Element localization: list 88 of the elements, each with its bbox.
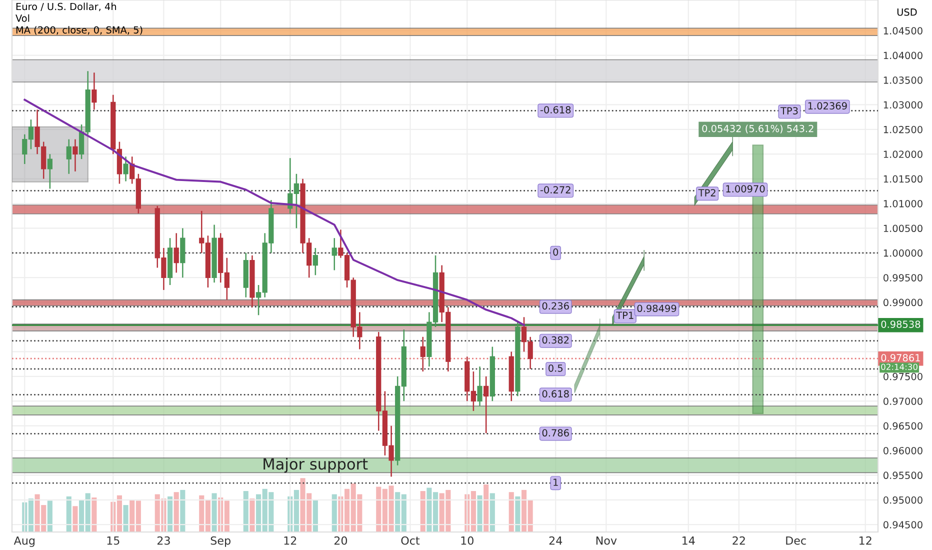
- x-tick-label: 10: [461, 536, 474, 545]
- annotation: 0: [553, 248, 558, 256]
- bar: [515, 496, 520, 532]
- y-tick-label: 1.00500: [884, 224, 922, 232]
- chart-title: Euro / U.S. Dollar, 4h: [16, 2, 116, 12]
- x-tick-label: 20: [334, 536, 348, 545]
- y-tick-label: 0.96000: [884, 446, 922, 454]
- x-tick-label: 23: [157, 536, 170, 545]
- bar: [66, 496, 72, 532]
- candlestick: [484, 376, 489, 434]
- y-tick-label: 1.01000: [884, 200, 922, 208]
- annotation: MA (200, close, 0, SMA, 5): [16, 26, 142, 35]
- y-tick-label: 0.97500: [884, 372, 922, 380]
- candlestick: [123, 156, 128, 182]
- y-tick-label: 0.99500: [884, 274, 922, 282]
- x-tick-label: 15: [107, 536, 120, 545]
- bar: [72, 506, 78, 532]
- annotation: 0.618: [542, 390, 569, 398]
- x-tick-label: 14: [682, 536, 695, 545]
- annotation: 1.00970: [726, 185, 765, 193]
- band-label: Major support: [264, 458, 368, 473]
- candlestick: [420, 336, 426, 372]
- x-tick-label: 22: [732, 536, 745, 545]
- x-tick-label: 12: [284, 536, 296, 545]
- annotation: 0.5: [548, 364, 562, 372]
- x-tick-label: Dec: [786, 536, 806, 545]
- bar: [92, 497, 97, 532]
- text: USD: [897, 8, 917, 16]
- bar: [174, 492, 179, 532]
- y-tick-label: 0.96500: [884, 422, 922, 430]
- annotation: TP2: [698, 189, 716, 196]
- x-tick-label: 12: [860, 536, 872, 545]
- annotation: 0.236: [542, 302, 569, 310]
- bar: [484, 484, 489, 532]
- candlestick: [92, 72, 97, 110]
- y-tick-label: 1.04000: [884, 52, 922, 60]
- annotation: -0.618: [540, 106, 571, 114]
- y-tick-label: 1.00000: [884, 249, 922, 257]
- candlestick: [332, 237, 337, 271]
- bar: [250, 498, 255, 532]
- annotation: 0.786: [542, 429, 569, 437]
- ref-line-label: 0.98538: [881, 320, 920, 328]
- y-tick-label: 1.02000: [884, 150, 922, 158]
- y-tick-label: 0.95500: [884, 472, 922, 480]
- y-tick-label: 1.04500: [884, 27, 922, 34]
- candlestick: [477, 366, 482, 407]
- annotation: -0.272: [540, 186, 570, 194]
- annotation: 0.382: [542, 336, 569, 344]
- y-tick-label: 1.02500: [884, 126, 922, 134]
- text: 02:14:30: [881, 364, 918, 370]
- candlestick: [47, 153, 52, 190]
- x-tick-label: 24: [549, 536, 562, 545]
- bar: [312, 500, 318, 532]
- x-tick-label: Aug: [14, 536, 34, 547]
- annotation: 1.02369: [808, 102, 847, 110]
- bar: [477, 495, 482, 532]
- bar: [180, 490, 186, 532]
- y-tick-label: 0.94500: [884, 521, 922, 528]
- bar: [490, 493, 495, 532]
- annotation: 0.05432 (5.61%) 543.2: [702, 124, 814, 134]
- bar: [332, 494, 337, 532]
- y-tick-label: 0.95000: [884, 496, 922, 504]
- annotation: TP3: [780, 107, 798, 114]
- annotation: 0.98499: [637, 304, 676, 312]
- bar: [243, 491, 248, 532]
- bar: [47, 500, 52, 532]
- candlestick: [312, 247, 318, 276]
- bar: [168, 496, 173, 532]
- x-tick-label: Oct: [401, 536, 420, 545]
- x-tick-label: Sep: [210, 536, 230, 547]
- candlestick: [174, 232, 179, 274]
- ref-line-label: 0.97861: [881, 354, 920, 362]
- x-tick-label: Nov: [596, 536, 617, 545]
- bar: [212, 493, 217, 532]
- y-tick-label: 1.03500: [884, 76, 922, 84]
- line-series: [24, 98, 525, 326]
- bar: [508, 492, 514, 532]
- y-tick-label: 1.03000: [884, 101, 922, 109]
- bar: [123, 505, 128, 532]
- annotation: TP1: [616, 312, 634, 319]
- candlestick: [72, 138, 78, 172]
- bar: [420, 491, 426, 532]
- y-tick-label: 1.01500: [884, 175, 922, 183]
- candlestick: [66, 138, 72, 174]
- y-tick-label: 0.99000: [884, 298, 922, 306]
- annotation: Vol: [16, 14, 30, 22]
- annotation: 1: [554, 478, 558, 486]
- y-tick-label: 0.97000: [884, 398, 922, 405]
